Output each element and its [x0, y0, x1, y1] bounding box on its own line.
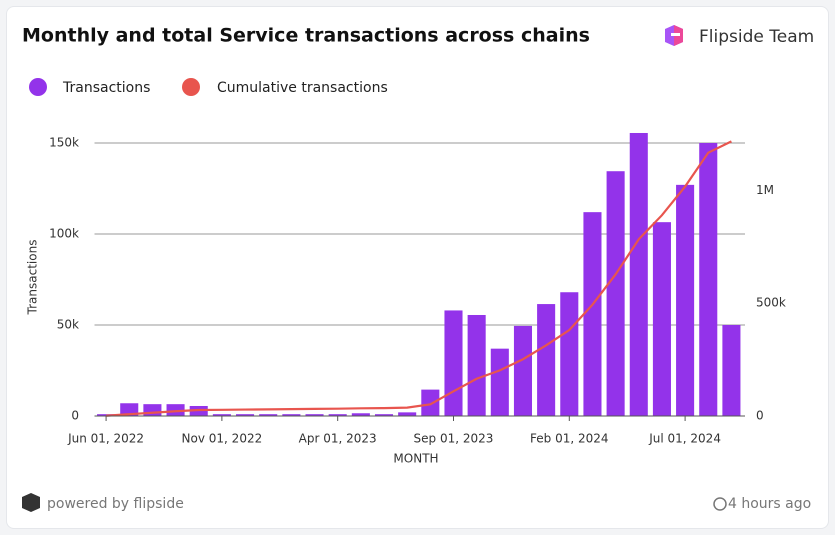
- x-tick-label: Feb 01, 2024: [530, 432, 609, 446]
- bar: [583, 212, 602, 416]
- bar: [212, 414, 231, 416]
- bar: [467, 314, 486, 416]
- footer-logo: [22, 493, 40, 512]
- clock-icon: [713, 497, 727, 511]
- x-axis-label: MONTH: [393, 452, 438, 466]
- bar: [560, 292, 579, 416]
- bar: [374, 414, 394, 416]
- y-tick-label: 0: [71, 409, 79, 423]
- x-tick-label: Apr 01, 2023: [299, 432, 377, 446]
- brand[interactable]: Flipside Team: [699, 27, 814, 47]
- bar: [351, 413, 370, 416]
- legend-swatch: [182, 78, 200, 96]
- legend-label[interactable]: Transactions: [62, 80, 150, 96]
- x-tick-label: Nov 01, 2022: [182, 432, 263, 446]
- chart-title: Monthly and total Service transactions a…: [22, 25, 590, 47]
- y-tick-label: 100k: [49, 227, 79, 241]
- x-tick-label: Sep 01, 2023: [414, 432, 494, 446]
- bar: [629, 132, 648, 416]
- legend-swatch: [29, 78, 47, 96]
- bar: [166, 404, 185, 416]
- y-tick-label: 50k: [57, 318, 79, 332]
- cumulative-line: [106, 140, 732, 417]
- bar: [676, 184, 695, 416]
- y2-tick-label: 1M: [756, 183, 774, 197]
- bar: [398, 412, 417, 416]
- bar: [282, 414, 301, 416]
- bar: [652, 222, 671, 416]
- bar: [143, 404, 162, 416]
- bar: [722, 325, 741, 416]
- chart: Monthly and total Service transactions a…: [22, 25, 814, 512]
- bar: [328, 414, 347, 416]
- brand-logo: [665, 25, 683, 46]
- bar: [421, 389, 440, 416]
- legend-label[interactable]: Cumulative transactions: [217, 80, 388, 96]
- bar: [490, 348, 509, 416]
- bar: [537, 304, 556, 416]
- bar: [305, 414, 324, 416]
- bar: [699, 143, 718, 416]
- bar: [444, 310, 463, 416]
- y2-tick-label: 500k: [756, 296, 786, 310]
- y-tick-label: 150k: [49, 136, 79, 150]
- bar: [259, 414, 278, 416]
- bar: [513, 325, 533, 416]
- bar: [606, 171, 625, 416]
- footer-updated: 4 hours ago: [728, 496, 811, 512]
- x-tick-label: Jun 01, 2022: [67, 432, 144, 446]
- x-tick-label: Jul 01, 2024: [648, 432, 721, 446]
- y2-tick-label: 0: [756, 409, 764, 423]
- y-axis-label: Transactions: [26, 240, 40, 316]
- footer-powered[interactable]: powered by flipside: [47, 496, 184, 512]
- card: Monthly and total Service transactions a…: [6, 6, 829, 529]
- bar: [236, 414, 255, 416]
